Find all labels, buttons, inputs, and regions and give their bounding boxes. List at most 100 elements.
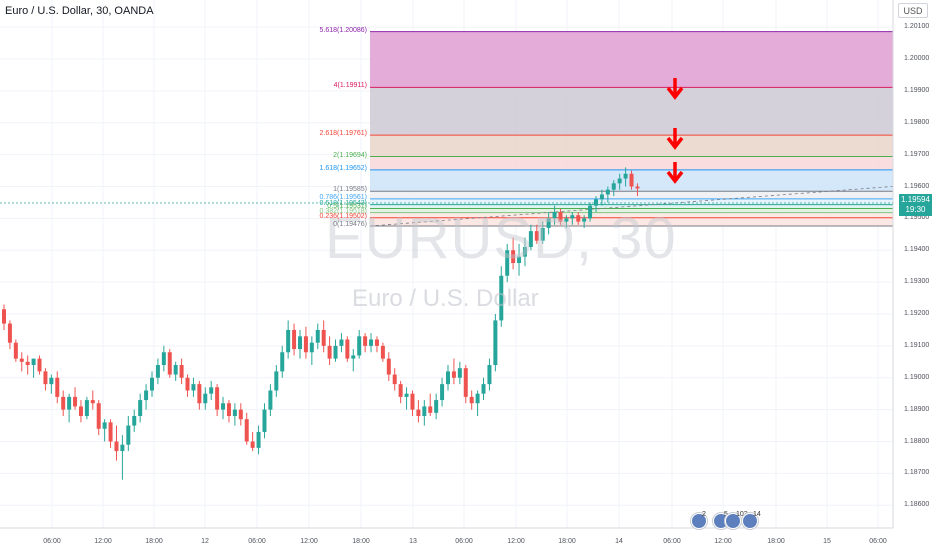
time-tick-label: 12:00 — [507, 538, 525, 545]
down-arrow-icon — [666, 162, 684, 184]
event-count: 14 — [753, 511, 761, 518]
price-tick-label: 1.19500 — [904, 214, 930, 222]
price-tick-label: 1.19100 — [904, 341, 930, 349]
candle-body — [31, 358, 36, 365]
candle-body — [386, 358, 391, 375]
candle-body — [73, 396, 78, 407]
candle-body — [132, 416, 137, 426]
candle-body — [534, 231, 539, 241]
price-tick-label: 1.19400 — [904, 246, 930, 254]
candle-body — [576, 215, 581, 222]
time-tick-label: 12:00 — [300, 538, 318, 545]
time-tick-label: 06:00 — [43, 538, 61, 545]
candle-body — [546, 218, 551, 228]
price-tick-label: 1.19000 — [904, 373, 930, 381]
event-flag-icon[interactable] — [725, 513, 741, 529]
candle-body — [327, 345, 332, 359]
candle-body — [191, 384, 196, 391]
time-tick-label: 18:00 — [352, 538, 370, 545]
price-tick-label: 1.19700 — [904, 150, 930, 158]
fib-level-label: 1.618(1.19652) — [319, 164, 367, 172]
candle-body — [588, 205, 593, 219]
candle-body — [623, 173, 628, 179]
price-tick-label: 1.18900 — [904, 405, 930, 413]
candle-body — [292, 329, 297, 350]
candle-body — [487, 365, 492, 385]
candle-body — [345, 339, 350, 359]
candle-body — [37, 358, 42, 372]
candle-body — [475, 393, 480, 404]
candle-body — [7, 323, 12, 343]
chart-title[interactable]: Euro / U.S. Dollar, 30, OANDA — [5, 5, 154, 17]
event-flag-icon[interactable] — [742, 513, 758, 529]
candle-body — [446, 371, 450, 385]
fib-level-label: 0.786(1.19561) — [319, 193, 367, 201]
time-tick-label: 14 — [615, 538, 623, 545]
candle-body — [599, 194, 604, 200]
down-arrow-icon — [666, 78, 684, 100]
candle-body — [2, 309, 6, 324]
candle-body — [463, 368, 468, 397]
candle-body — [499, 275, 504, 321]
fib-level-label: 1(1.19585) — [333, 186, 367, 194]
fib-band — [370, 198, 893, 205]
candle-body — [256, 431, 261, 448]
candle-body — [114, 441, 119, 452]
candle-body — [280, 352, 285, 372]
candle-body — [611, 183, 616, 190]
candle-body — [250, 441, 255, 448]
fib-level-label: 0.5(1.19531) — [327, 203, 367, 211]
time-tick-label: 12:00 — [94, 538, 112, 545]
candle-body — [380, 345, 385, 359]
candle-body — [404, 393, 409, 397]
annotation-arrows — [666, 78, 684, 184]
candle-body — [440, 384, 445, 401]
fib-extension-tool[interactable] — [369, 31, 894, 227]
candle-body — [617, 178, 622, 184]
candle-body — [333, 345, 338, 359]
candle-body — [392, 374, 397, 385]
event-count: 2 — [702, 511, 706, 518]
candle-body — [540, 227, 545, 241]
watermark-symbol: EURUSD, 30 — [325, 206, 677, 271]
currency-button[interactable]: USD — [898, 3, 928, 18]
fib-level-label: 0.618(1.19543) — [319, 199, 367, 207]
candle-body — [369, 339, 374, 346]
candle-body — [185, 377, 190, 391]
fib-band — [370, 191, 893, 199]
candle-body — [78, 406, 83, 416]
candle-body — [363, 336, 368, 346]
candle-body — [605, 189, 610, 195]
fib-level-label: 2.618(1.19761) — [319, 130, 367, 138]
time-tick-label: 18:00 — [145, 538, 163, 545]
fib-band — [370, 212, 893, 218]
time-tick-label: 06:00 — [455, 538, 473, 545]
candle-body — [268, 390, 273, 410]
candle-body — [469, 396, 474, 404]
candle-body — [286, 329, 291, 353]
price-tick-label: 1.19900 — [904, 86, 930, 94]
candle-body — [315, 329, 320, 343]
candle-body — [155, 365, 160, 378]
price-tick-label: 1.20100 — [904, 23, 930, 31]
candle-body — [232, 409, 237, 416]
candle-body — [13, 342, 18, 359]
candle-body — [570, 215, 575, 219]
candle-body — [161, 352, 166, 365]
candle-body — [61, 396, 66, 410]
candle-body — [144, 390, 149, 401]
candle-body — [351, 355, 356, 359]
fib-level-label: 0.236(1.19502) — [319, 212, 367, 220]
candle-body — [167, 352, 172, 375]
candle-body — [215, 387, 220, 410]
watermark-name: Euro / U.S. Dollar — [352, 285, 539, 312]
candle-body — [25, 361, 30, 365]
time-tick-label: 18:00 — [767, 538, 785, 545]
event-flag-icon[interactable] — [691, 513, 707, 529]
candle-body — [564, 218, 569, 222]
fib-band — [370, 31, 893, 88]
time-tick-label: 13 — [409, 538, 417, 545]
candle-body — [481, 384, 486, 394]
candle-body — [517, 256, 522, 263]
